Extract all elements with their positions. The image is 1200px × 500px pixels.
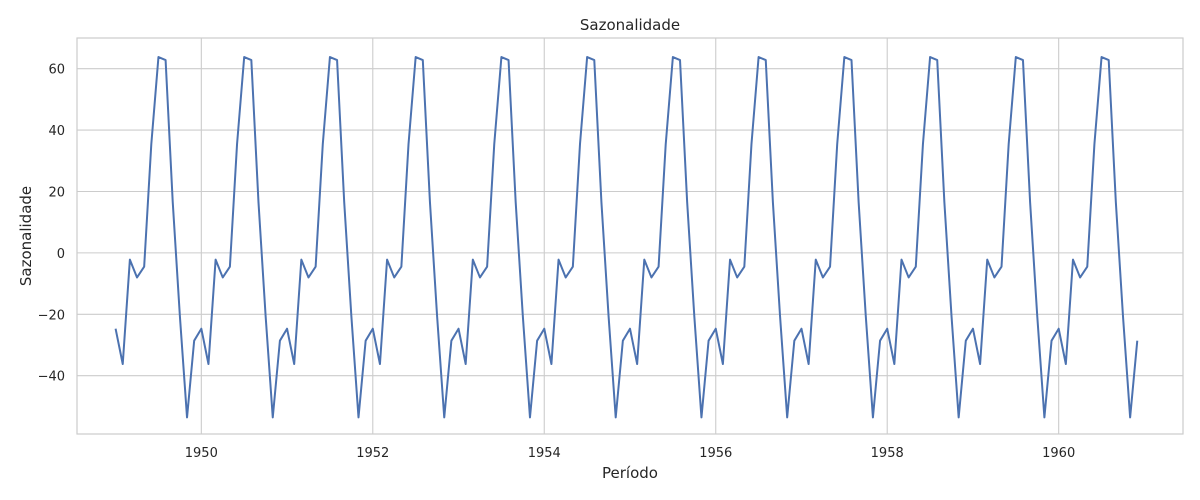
y-tick-label: 20 [48,185,65,200]
x-tick-label: 1960 [1042,446,1075,461]
y-tick-label: −20 [38,308,65,323]
x-tick-labels: 1950 1952 1954 1956 1958 1960 [185,446,1075,461]
x-tick-label: 1950 [185,446,218,461]
y-tick-label: 0 [57,247,65,262]
x-tick-label: 1954 [528,446,561,461]
x-axis-label: Período [602,464,658,482]
y-axis-label: Sazonalidade [17,186,35,286]
chart-title: Sazonalidade [580,16,680,34]
y-tick-label: 40 [48,124,65,139]
x-tick-label: 1956 [699,446,732,461]
x-tick-label: 1952 [356,446,389,461]
y-tick-label: −40 [38,370,65,385]
plot-frame [76,37,1184,435]
series-layer [114,56,1139,419]
grid-layer [77,38,1183,434]
y-tick-labels: −40 −20 0 20 40 60 [38,63,65,385]
x-tick-label: 1958 [871,446,904,461]
seasonality-series-line [114,56,1139,419]
y-tick-label: 60 [48,63,65,78]
